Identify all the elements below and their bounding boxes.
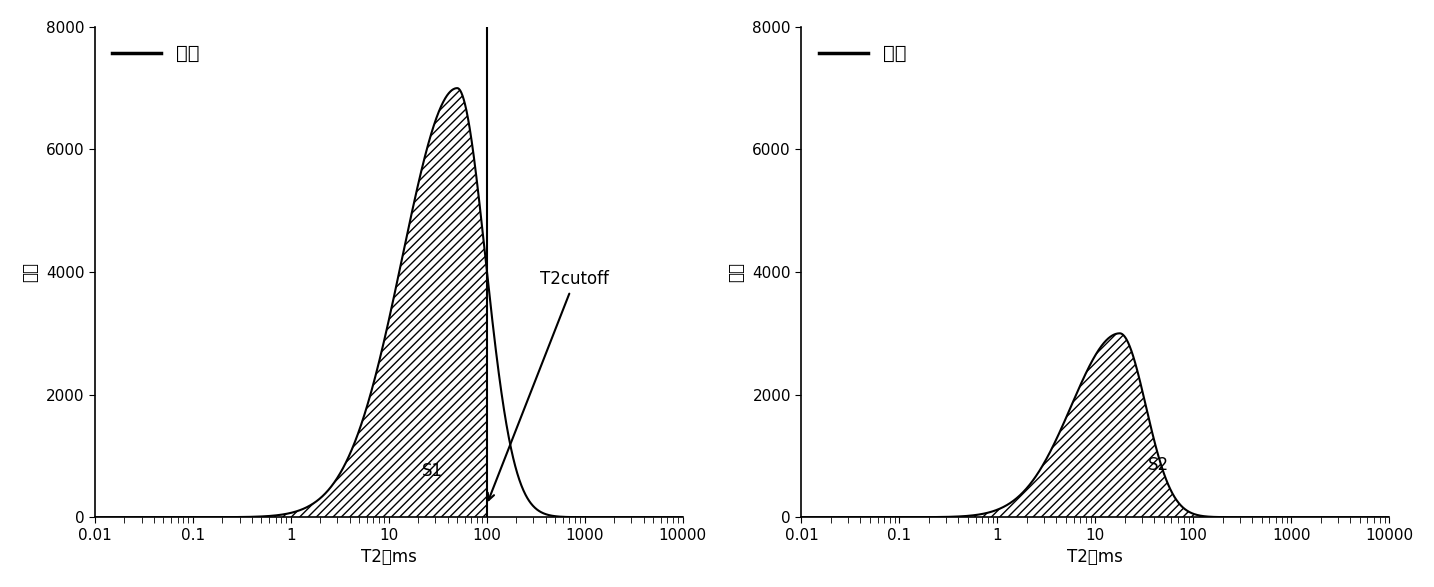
Text: T2cutoff: T2cutoff xyxy=(488,270,609,500)
X-axis label: T2，ms: T2，ms xyxy=(361,548,417,566)
Text: S2: S2 xyxy=(1149,456,1170,474)
X-axis label: T2，ms: T2，ms xyxy=(1067,548,1123,566)
Legend: 饱和: 饱和 xyxy=(105,36,208,71)
Text: S1: S1 xyxy=(422,463,443,480)
Y-axis label: 幅值: 幅值 xyxy=(22,262,39,282)
Legend: 离心: 离心 xyxy=(812,36,915,71)
Y-axis label: 幅值: 幅值 xyxy=(727,262,746,282)
